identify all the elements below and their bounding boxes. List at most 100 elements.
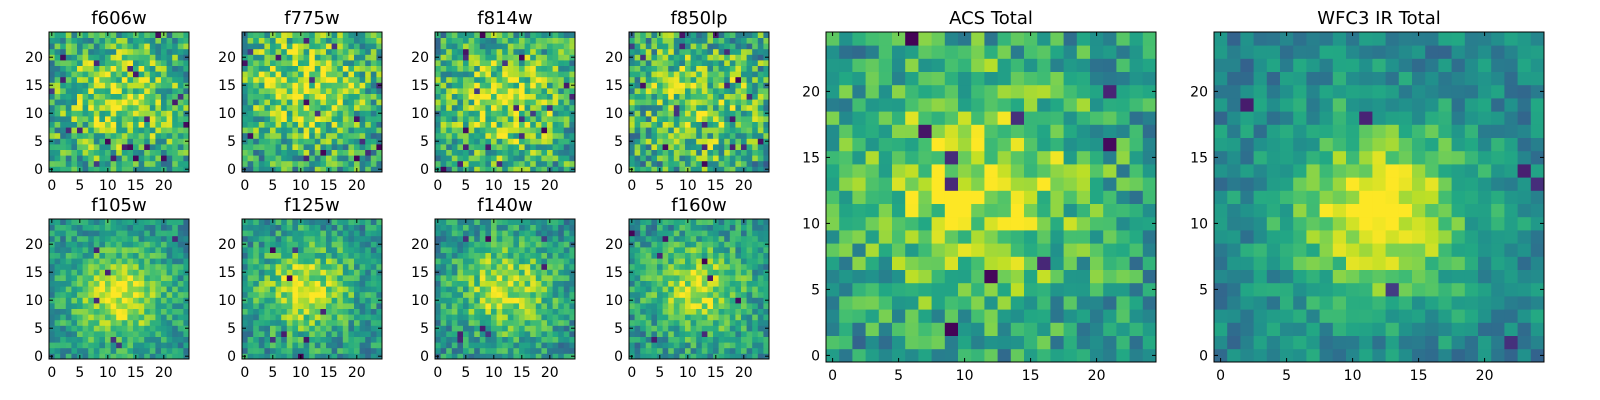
heatmap-cell <box>309 241 316 248</box>
heatmap-cell <box>673 99 680 106</box>
heatmap-cell <box>247 144 254 150</box>
heatmap-cell <box>331 303 338 309</box>
heatmap-cell <box>507 155 514 162</box>
heatmap-cell <box>507 132 514 139</box>
heatmap-cell <box>651 269 658 276</box>
heatmap-cell <box>242 258 248 265</box>
heatmap-cell <box>275 110 282 117</box>
heatmap-cell <box>535 71 542 78</box>
heatmap-cell <box>121 144 128 150</box>
y-tick-label: 0 <box>227 162 236 178</box>
heatmap-cell <box>491 82 497 89</box>
heatmap-cell <box>541 291 548 298</box>
heatmap-cell <box>541 303 548 309</box>
heatmap-cell <box>729 43 736 50</box>
heatmap-cell <box>629 308 635 315</box>
heatmap-cell <box>757 48 764 55</box>
heatmap-cell <box>116 308 123 315</box>
heatmap-cell <box>713 303 719 309</box>
heatmap-cell <box>127 275 134 281</box>
heatmap-cell <box>138 32 145 38</box>
heatmap-cell <box>54 342 61 349</box>
heatmap-cell <box>82 308 89 315</box>
heatmap-cell <box>303 319 310 326</box>
heatmap-cell <box>524 54 531 61</box>
heatmap-cell <box>82 280 89 287</box>
heatmap-cell <box>485 99 492 106</box>
heatmap-cell <box>138 155 145 162</box>
heatmap-cell <box>286 155 293 162</box>
heatmap-cell <box>60 297 67 304</box>
heatmap-cell <box>138 269 145 276</box>
heatmap-cell <box>479 286 486 293</box>
heatmap-cell <box>281 291 288 298</box>
heatmap-cell <box>82 319 89 326</box>
heatmap-cell <box>651 342 658 349</box>
heatmap-cell <box>541 149 548 156</box>
panel-title: f814w <box>477 8 532 29</box>
heatmap-cell <box>524 280 531 287</box>
heatmap-cell <box>541 241 548 248</box>
heatmap-cell <box>166 235 173 242</box>
heatmap-cell <box>354 99 360 106</box>
heatmap-cell <box>116 280 123 287</box>
heatmap-cell <box>530 88 537 94</box>
heatmap-cell <box>496 314 503 321</box>
heatmap-cell <box>264 269 271 276</box>
heatmap-cell <box>552 275 559 281</box>
heatmap-cell <box>354 88 360 94</box>
heatmap-cell <box>161 110 167 117</box>
heatmap-cell <box>281 60 288 66</box>
heatmap-cell <box>474 166 481 173</box>
heatmap-cell <box>724 88 731 94</box>
heatmap-cell <box>258 325 265 332</box>
heatmap-cell <box>640 297 647 304</box>
heatmap-cell <box>507 252 514 259</box>
heatmap-cell <box>634 160 641 167</box>
heatmap-cell <box>326 224 332 231</box>
heatmap-cell <box>298 88 304 94</box>
heatmap-cell <box>519 48 525 55</box>
heatmap-cell <box>718 93 725 100</box>
heatmap-cell <box>662 37 669 44</box>
heatmap-cell <box>474 308 481 315</box>
heatmap-cell <box>342 160 349 167</box>
heatmap-cell <box>331 308 338 315</box>
heatmap-cell <box>60 325 67 332</box>
heatmap-cell <box>144 155 151 162</box>
heatmap-cell <box>161 224 167 231</box>
heatmap-cell <box>88 54 95 61</box>
heatmap-cell <box>133 347 139 354</box>
heatmap-cell <box>563 144 570 150</box>
heatmap-cell <box>668 149 675 156</box>
heatmap-cell <box>172 65 179 72</box>
heatmap-cell <box>673 76 680 83</box>
heatmap-cell <box>177 88 184 94</box>
heatmap-cell <box>121 247 128 253</box>
heatmap-cell <box>468 319 475 326</box>
heatmap-cell <box>110 160 117 167</box>
heatmap-cell <box>264 219 271 225</box>
heatmap-cell <box>138 104 145 111</box>
heatmap-cell <box>54 235 61 242</box>
heatmap-cell <box>242 275 248 281</box>
heatmap-cell <box>763 65 770 72</box>
heatmap-cell <box>735 104 742 111</box>
heatmap-cell <box>474 342 481 349</box>
heatmap-cell <box>535 149 542 156</box>
heatmap-cell <box>552 121 559 128</box>
heatmap-cell <box>99 127 106 134</box>
x-tick-label: 10 <box>99 178 117 194</box>
heatmap-cell <box>365 138 372 145</box>
heatmap-cell <box>354 269 360 276</box>
heatmap-cell <box>337 99 344 106</box>
heatmap-cell <box>60 132 67 139</box>
heatmap-cell <box>348 60 355 66</box>
heatmap-cell <box>685 60 691 66</box>
heatmap-cell <box>530 37 537 44</box>
heatmap-cell <box>49 116 55 122</box>
heatmap-cell <box>326 286 332 293</box>
heatmap-cell <box>155 280 162 287</box>
heatmap-cell <box>634 149 641 156</box>
